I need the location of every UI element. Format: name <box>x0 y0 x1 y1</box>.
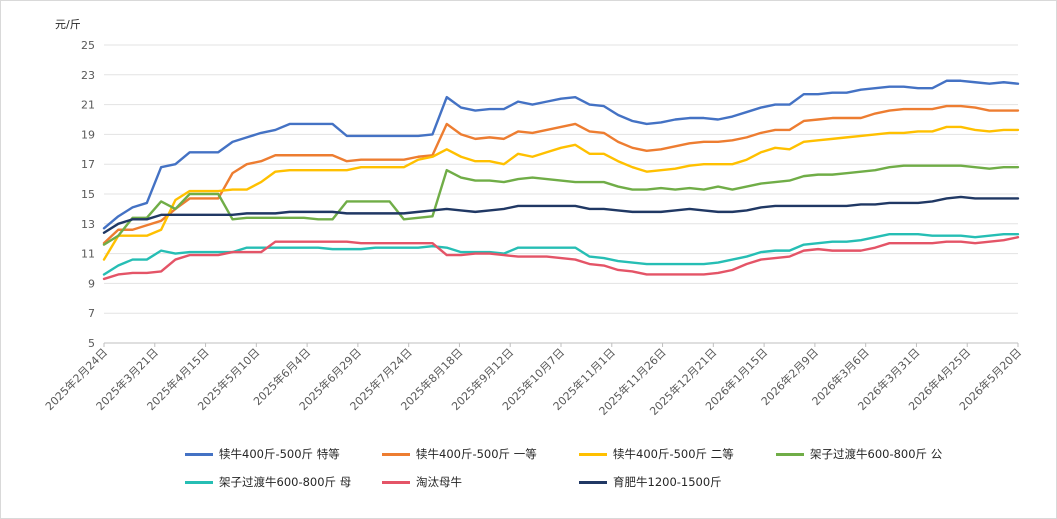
legend-label: 犊牛400斤-500斤 二等 <box>613 447 734 461</box>
legend-label: 淘汰母牛 <box>416 475 462 489</box>
legend-label: 犊牛400斤-500斤 一等 <box>416 447 537 461</box>
legend-label: 育肥牛1200-1500斤 <box>613 475 722 489</box>
x-axis-ticks: 2025年2月24日2025年3月21日2025年4月15日2025年5月10日… <box>42 343 1024 418</box>
y-tick-label: 11 <box>81 248 95 261</box>
series-line-6 <box>102 195 1020 234</box>
legend-item: 犊牛400斤-500斤 二等 <box>579 446 776 462</box>
legend-label: 架子过渡牛600-800斤 公 <box>810 447 943 461</box>
legend-label: 犊牛400斤-500斤 特等 <box>219 447 340 461</box>
y-tick-label: 25 <box>81 39 95 52</box>
legend-swatch <box>185 480 213 484</box>
y-tick-label: 15 <box>81 188 95 201</box>
legend-item: 架子过渡牛600-800斤 公 <box>776 446 973 462</box>
legend-swatch <box>579 452 607 456</box>
legend-swatch <box>579 480 607 484</box>
legend-item: 育肥牛1200-1500斤 <box>579 474 776 490</box>
legend-swatch <box>382 452 410 456</box>
series-line-4 <box>102 233 1020 276</box>
series-line-1 <box>102 104 1020 245</box>
legend-item: 架子过渡牛600-800斤 母 <box>185 474 382 490</box>
legend-label: 架子过渡牛600-800斤 母 <box>219 475 352 489</box>
y-axis-ticks: 5 7 9 11 13 15 17 19 21 23 25 <box>81 39 95 350</box>
legend-item: 犊牛400斤-500斤 一等 <box>382 446 579 462</box>
legend-swatch <box>776 452 804 456</box>
legend-swatch <box>382 480 410 484</box>
y-tick-label: 9 <box>88 277 95 290</box>
series-line-2 <box>102 125 1020 261</box>
y-tick-label: 21 <box>81 99 95 112</box>
y-tick-label: 23 <box>81 69 95 82</box>
series-line-3 <box>102 164 1020 246</box>
series-line-0 <box>102 79 1020 230</box>
legend-item: 淘汰母牛 <box>382 474 579 490</box>
legend-swatch <box>185 452 213 456</box>
series-line-5 <box>102 236 1020 281</box>
y-tick-label: 13 <box>81 218 95 231</box>
y-tick-label: 7 <box>88 307 95 320</box>
y-tick-label: 5 <box>88 337 95 350</box>
legend-item: 犊牛400斤-500斤 特等 <box>185 446 382 462</box>
legend: 犊牛400斤-500斤 特等 犊牛400斤-500斤 一等 犊牛400斤-500斤 … <box>185 446 975 490</box>
series-lines <box>102 79 1020 281</box>
gridlines <box>104 44 1018 344</box>
y-tick-label: 19 <box>81 128 95 141</box>
y-tick-label: 17 <box>81 158 95 171</box>
y-axis-unit: 元/斤 <box>55 18 81 31</box>
